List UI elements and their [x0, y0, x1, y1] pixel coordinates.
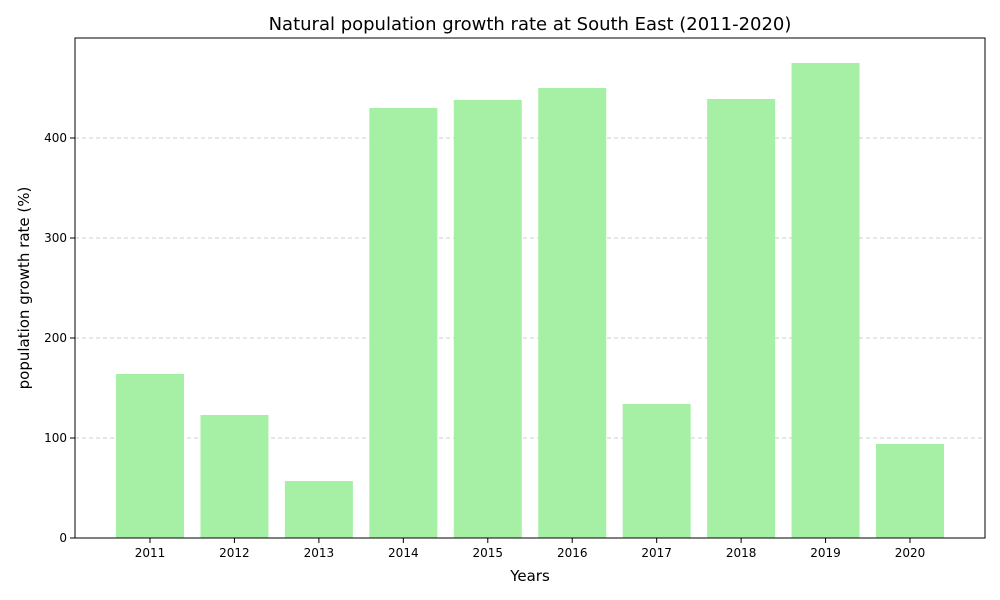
x-tick-label: 2013: [304, 546, 335, 560]
y-tick-label: 200: [44, 331, 67, 345]
x-tick-label: 2014: [388, 546, 419, 560]
bar-2020: [876, 444, 944, 538]
x-tick-label: 2020: [895, 546, 926, 560]
bar-2011: [116, 374, 184, 538]
bar-2017: [622, 404, 691, 538]
x-tick-label: 2017: [641, 546, 672, 560]
y-tick-label: 400: [44, 131, 67, 145]
chart-title: Natural population growth rate at South …: [269, 14, 792, 35]
bars: [116, 63, 944, 538]
y-axis-label: population growth rate (%): [15, 187, 33, 390]
y-tick-label: 0: [59, 531, 67, 545]
y-tick-label: 100: [44, 431, 67, 445]
bar-2018: [707, 99, 776, 538]
x-tick-label: 2016: [557, 546, 588, 560]
bar-2014: [369, 108, 438, 538]
x-tick-label: 2012: [219, 546, 250, 560]
x-tick-label: 2011: [135, 546, 166, 560]
x-axis-ticks: 2011 2012 2013 2014 2015 2016 2017 2018 2019 2020: [135, 538, 926, 560]
bar-2012: [200, 415, 269, 538]
y-tick-label: 300: [44, 231, 67, 245]
x-tick-label: 2015: [473, 546, 504, 560]
y-axis-ticks: 0 100 200 300 400: [44, 131, 75, 545]
plot-frame: [74, 37, 986, 539]
x-axis-label: Years: [509, 567, 550, 585]
bar-2013: [284, 481, 353, 538]
bar-2016: [538, 88, 607, 538]
x-tick-label: 2018: [726, 546, 757, 560]
bar-2019: [791, 63, 860, 538]
bar-2015: [453, 100, 522, 538]
x-tick-label: 2019: [810, 546, 841, 560]
